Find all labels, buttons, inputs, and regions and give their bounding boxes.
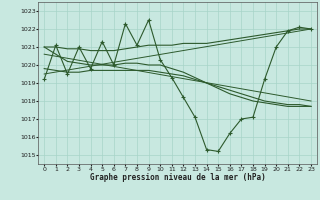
X-axis label: Graphe pression niveau de la mer (hPa): Graphe pression niveau de la mer (hPa) [90,173,266,182]
